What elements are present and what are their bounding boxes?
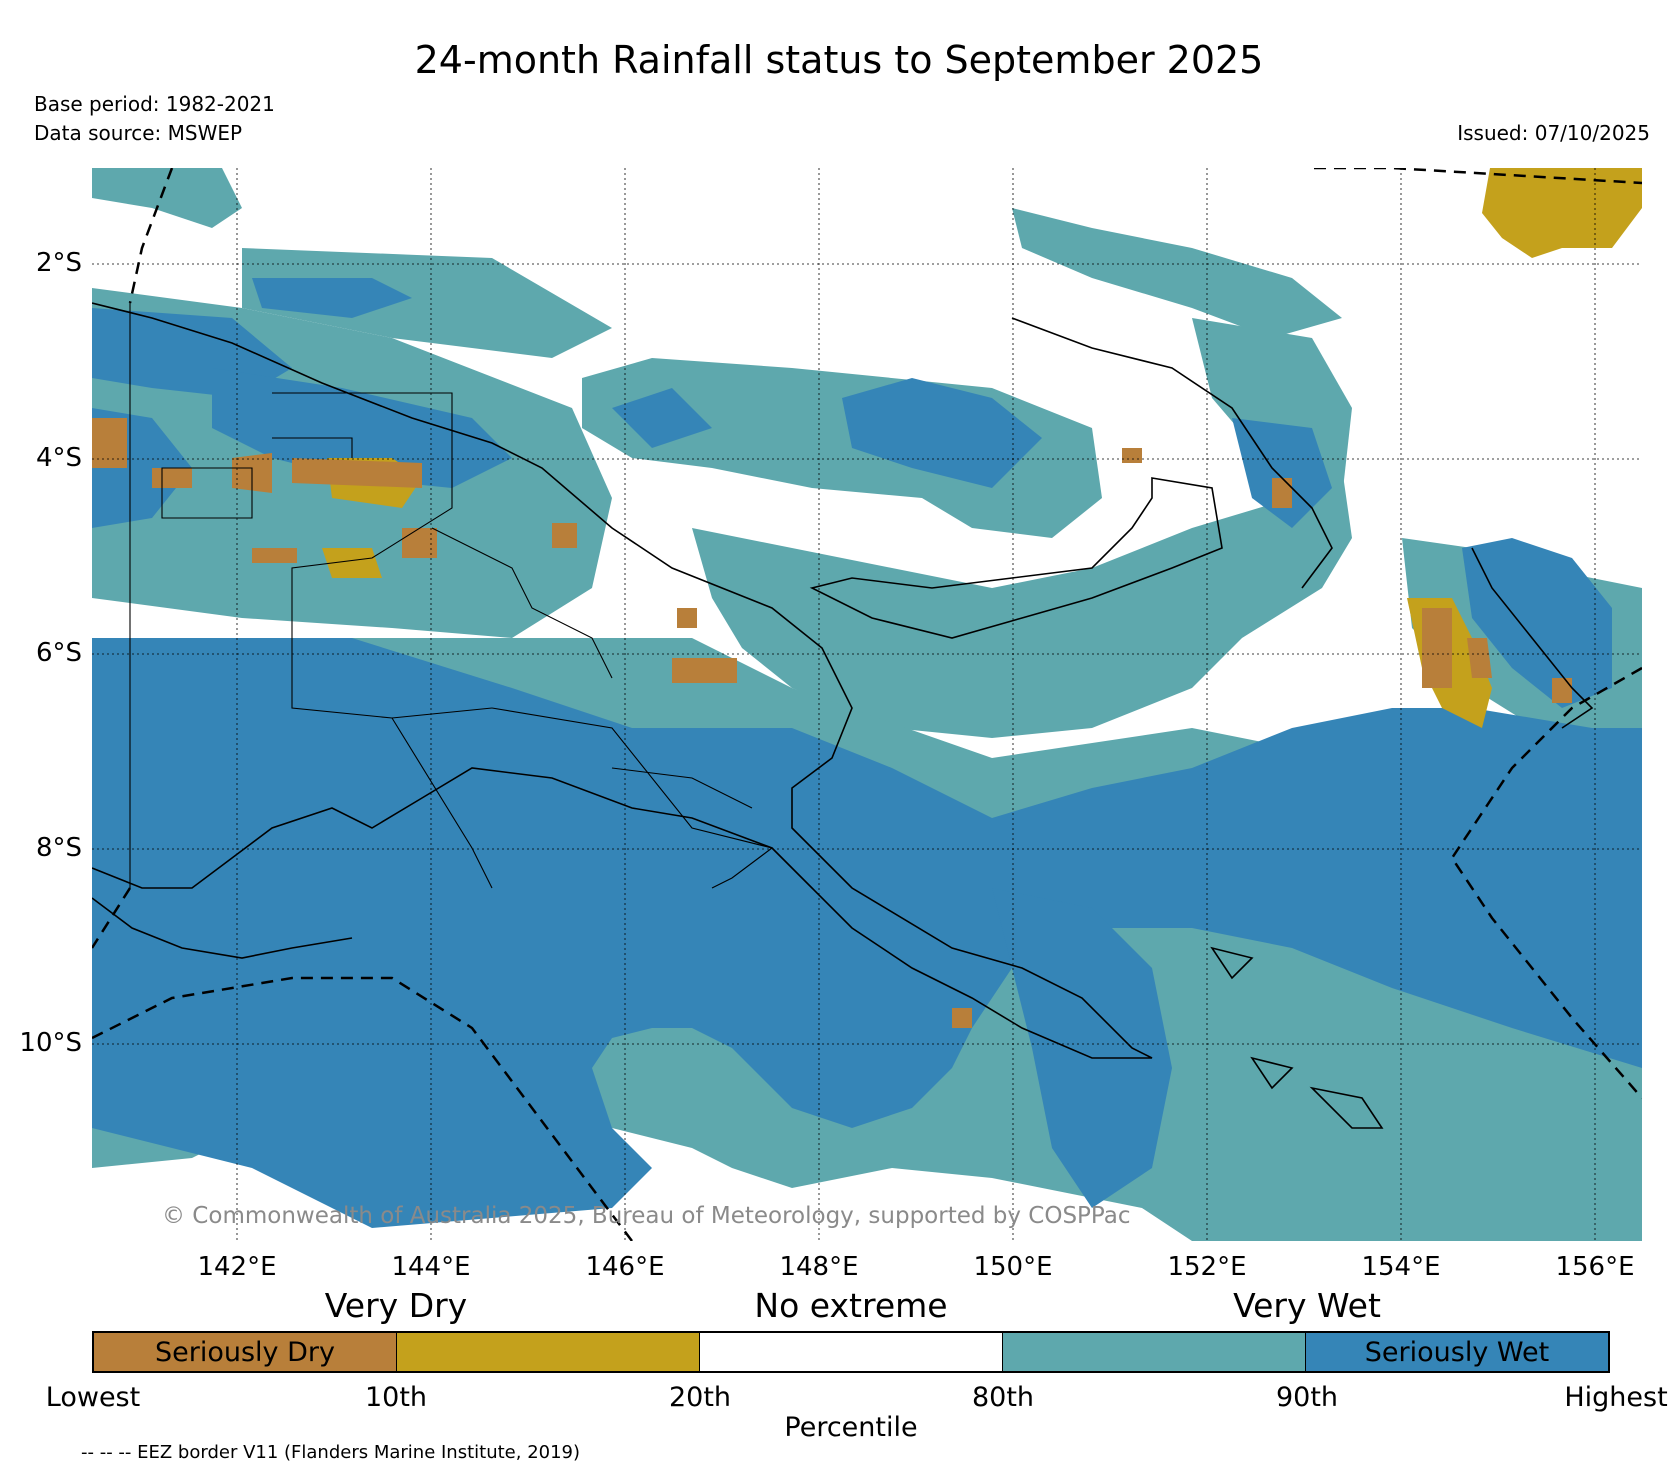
percentile-tick-label: Lowest: [45, 1382, 141, 1413]
colorbar-seriously-dry: Seriously Dry: [94, 1333, 397, 1371]
percentile-tick-label: 90th: [1275, 1382, 1339, 1413]
lat-tick-label: 10°S: [19, 1028, 82, 1058]
lon-tick-label: 156°E: [1555, 1252, 1635, 1282]
lon-tick-label: 144°E: [391, 1252, 471, 1282]
base-period-label: Base period: 1982-2021: [34, 92, 275, 116]
graticule: [92, 168, 1642, 1241]
lon-tick-label: 150°E: [973, 1252, 1053, 1282]
lat-tick-label: 6°S: [35, 638, 82, 668]
percentile-colorbar: Seriously Dry Seriously Wet: [92, 1331, 1610, 1373]
lat-tick-label: 4°S: [35, 443, 82, 473]
coastlines: [92, 302, 1594, 1129]
percentile-tick-label: Highest: [1564, 1382, 1668, 1413]
province-borders: [129, 303, 774, 889]
colorbar-very-dry: [397, 1333, 700, 1371]
map-canvas: [92, 168, 1642, 1241]
legend-category-very-wet: Very Wet: [1233, 1286, 1381, 1325]
lat-tick-label: 2°S: [35, 248, 82, 278]
colorbar-seriously-wet: Seriously Wet: [1306, 1333, 1608, 1371]
copyright-watermark: © Commonwealth of Australia 2025, Bureau…: [162, 1203, 1131, 1229]
data-source-label: Data source: MSWEP: [34, 121, 243, 145]
rainfall-map[interactable]: [92, 168, 1642, 1241]
lon-tick-label: 142°E: [197, 1252, 277, 1282]
lat-tick-label: 8°S: [35, 833, 82, 863]
percentile-tick-label: 80th: [971, 1382, 1035, 1413]
colorbar-very-wet: [1003, 1333, 1306, 1371]
seriously-wet-regions: [92, 278, 1642, 1228]
colorbar-no-extreme: [700, 1333, 1003, 1371]
percentile-axis-label: Percentile: [784, 1412, 918, 1443]
chart-title: 24-month Rainfall status to September 20…: [414, 38, 1264, 82]
lon-tick-label: 152°E: [1167, 1252, 1247, 1282]
issued-date-label: Issued: 07/10/2025: [1457, 121, 1650, 145]
percentile-tick-label: 20th: [668, 1382, 732, 1413]
percentile-tick-label: 10th: [364, 1382, 428, 1413]
lon-tick-label: 148°E: [779, 1252, 859, 1282]
lon-tick-label: 146°E: [585, 1252, 665, 1282]
legend-category-no-extreme: No extreme: [754, 1286, 948, 1325]
lon-tick-label: 154°E: [1361, 1252, 1441, 1282]
legend-category-very-dry: Very Dry: [324, 1286, 468, 1325]
eez-note: -- -- -- EEZ border V11 (Flanders Marine…: [81, 1442, 581, 1463]
eez-borders: [92, 168, 1642, 1241]
